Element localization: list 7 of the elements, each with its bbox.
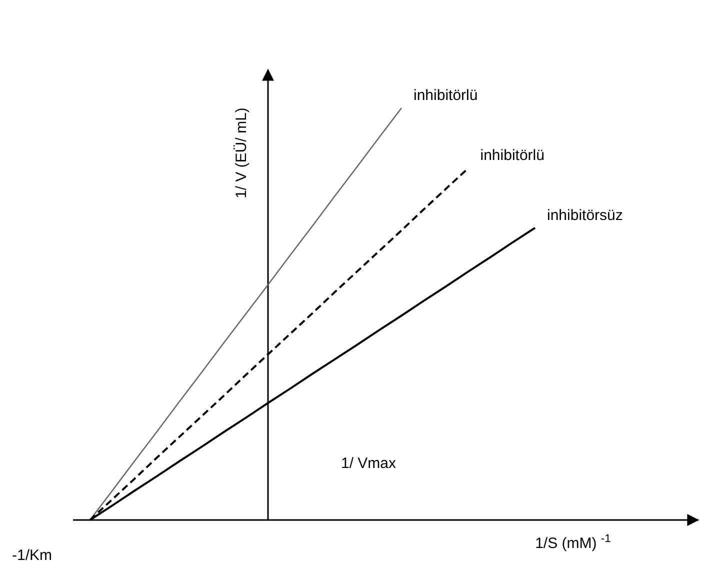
y-axis-title: 1/ V (EÜ/ mL) — [233, 108, 250, 198]
series-label: inhibitörlü — [414, 87, 478, 104]
series-label: inhibitörlü — [480, 147, 544, 164]
text: -1/Km — [12, 547, 52, 564]
x-axis-title: 1/S (mM) $^{-1}$ — [535, 533, 611, 552]
series-label: inhibitörsüz — [547, 206, 623, 224]
annotation: 1/ Vmax — [341, 455, 397, 472]
